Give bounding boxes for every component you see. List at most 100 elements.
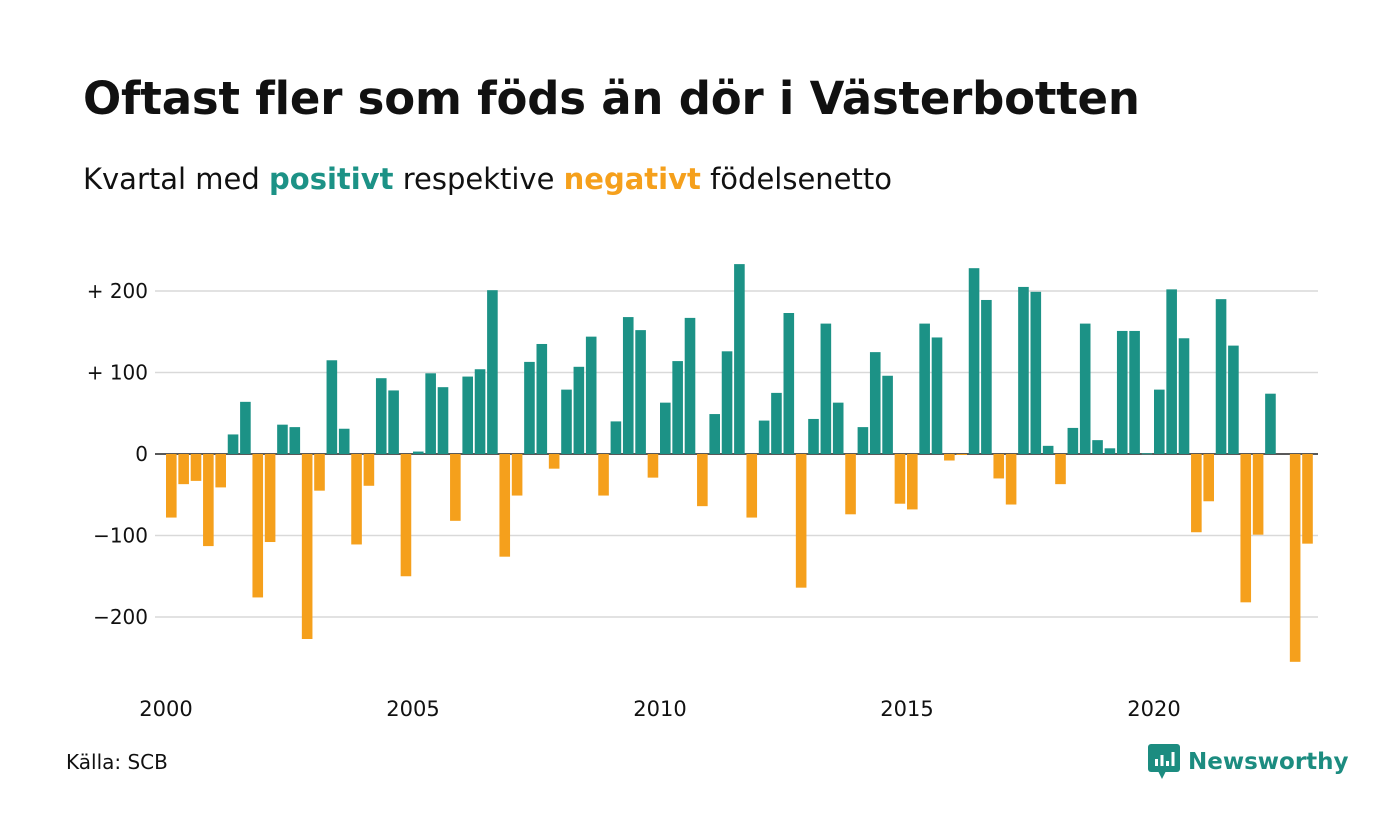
bar-negative (1005, 454, 1017, 505)
bar-positive (758, 420, 770, 454)
bar-positive (289, 427, 301, 454)
bar-negative (1252, 454, 1264, 535)
bar-positive (820, 323, 832, 454)
bar-positive (1092, 440, 1103, 454)
bars (166, 264, 1313, 662)
bar-positive (1129, 330, 1140, 454)
bar-negative (1302, 454, 1313, 544)
bar-negative (400, 454, 412, 577)
x-tick-label: 2015 (880, 697, 933, 721)
bar-positive (1215, 299, 1227, 454)
x-tick-label: 2005 (386, 697, 439, 721)
bar-positive (684, 317, 696, 454)
bar-negative (178, 454, 189, 485)
bar-negative (956, 454, 967, 455)
bar-positive (561, 389, 572, 454)
x-tick-label: 2010 (633, 697, 686, 721)
bar-positive (413, 451, 424, 454)
bar-negative (598, 454, 609, 496)
y-tick-label: −100 (93, 524, 148, 548)
source-note: Källa: SCB (66, 750, 168, 774)
bar-positive (635, 330, 646, 454)
bar-positive (981, 299, 992, 454)
bar-positive (1079, 323, 1091, 454)
bar-negative (894, 454, 906, 504)
bar-negative (795, 454, 807, 588)
bar-positive (1018, 286, 1029, 454)
bar-positive (536, 343, 548, 454)
bar-positive (240, 401, 251, 454)
bar-positive (573, 366, 585, 454)
bar-positive (1141, 453, 1153, 455)
bar-positive (672, 361, 683, 454)
brand-logo: Newsworthy (1148, 744, 1349, 780)
bar-positive (869, 352, 881, 455)
bar-positive (326, 360, 338, 454)
bar-positive (771, 392, 782, 454)
chart-subtitle: Kvartal med positivt respektive negativt… (83, 162, 892, 196)
x-tick-label: 2000 (139, 697, 192, 721)
bar-negative (1055, 454, 1066, 485)
bar-negative (944, 454, 955, 461)
bar-positive (338, 428, 350, 454)
bar-positive (808, 418, 819, 454)
bar-negative (511, 454, 523, 496)
bar-positive (585, 336, 597, 454)
bar-positive (1067, 427, 1079, 454)
bar-chart: + 200 + 100 0 −100 −200 2000 2005 2010 2015 2020 (87, 264, 1318, 721)
bar-positive (709, 414, 720, 454)
y-axis-labels: + 200 + 100 0 −100 −200 (87, 279, 148, 629)
y-tick-label: −200 (93, 605, 148, 629)
bar-positive (375, 378, 387, 454)
bar-positive (1178, 338, 1190, 454)
subtitle-middle: respektive (402, 162, 555, 196)
bar-positive (524, 361, 535, 454)
bar-negative (190, 454, 202, 481)
bar-positive (931, 337, 943, 454)
bar-negative (993, 454, 1005, 479)
bar-negative (845, 454, 856, 515)
bar-positive (462, 376, 473, 454)
bar-negative (301, 454, 313, 639)
subtitle-suffix: födelsenetto (710, 162, 892, 196)
bar-positive (783, 313, 795, 454)
bar-negative (252, 454, 264, 598)
bar-positive (919, 323, 930, 454)
bar-negative (1191, 454, 1202, 533)
bar-positive (1154, 389, 1165, 454)
bar-negative (314, 454, 325, 491)
bar-negative (166, 454, 177, 518)
bar-positive (832, 402, 844, 454)
bar-negative (647, 454, 659, 478)
bar-negative (499, 454, 511, 557)
bar-positive (1265, 393, 1276, 454)
bar-positive (474, 369, 486, 454)
bar-negative (215, 454, 226, 488)
bar-positive (660, 402, 671, 454)
bar-positive (968, 268, 980, 454)
bar-positive (622, 317, 634, 454)
bar-negative (746, 454, 758, 518)
newsworthy-logo-icon (1148, 744, 1180, 779)
bar-negative (697, 454, 708, 507)
bar-negative (1240, 454, 1252, 603)
bar-negative (450, 454, 461, 521)
bar-positive (1104, 448, 1116, 455)
bar-positive (882, 375, 893, 454)
brand-name: Newsworthy (1188, 749, 1349, 775)
bar-positive (610, 421, 622, 454)
bar-positive (1042, 445, 1054, 454)
bar-positive (487, 290, 498, 454)
y-tick-label: + 200 (87, 279, 148, 303)
subtitle-positive-label: positivt (269, 162, 394, 196)
bar-negative (548, 454, 560, 469)
bar-negative (1289, 454, 1301, 662)
x-tick-label: 2020 (1127, 697, 1180, 721)
bar-positive (227, 434, 239, 454)
x-axis-labels: 2000 2005 2010 2015 2020 (139, 697, 1180, 721)
bar-positive (734, 264, 745, 454)
bar-negative (203, 454, 214, 547)
y-tick-label: 0 (135, 442, 148, 466)
bar-positive (1166, 289, 1177, 454)
bar-negative (351, 454, 362, 545)
